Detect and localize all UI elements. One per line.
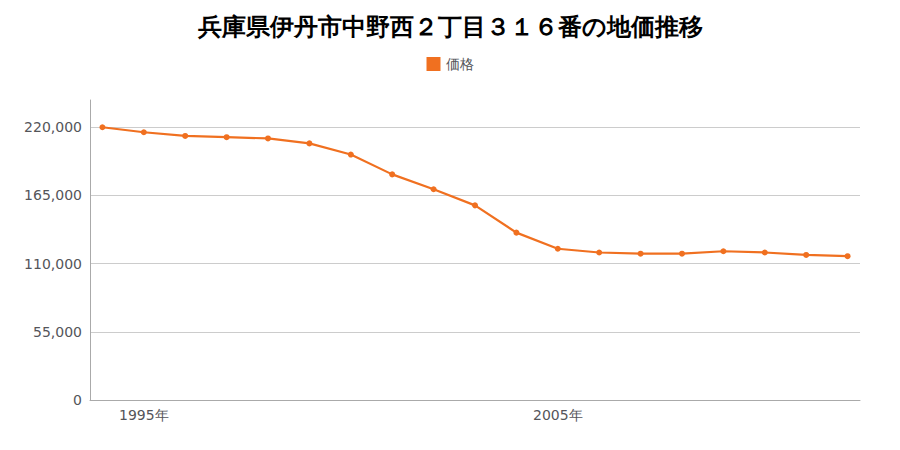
svg-text:0: 0 (73, 392, 82, 408)
svg-text:220,000: 220,000 (24, 119, 82, 135)
svg-text:1995年: 1995年 (119, 407, 169, 423)
svg-text:165,000: 165,000 (24, 187, 82, 203)
svg-text:2005年: 2005年 (533, 407, 583, 423)
svg-text:110,000: 110,000 (24, 256, 82, 272)
svg-text:55,000: 55,000 (33, 324, 82, 340)
svg-text:兵庫県伊丹市中野西２丁目３１６番の地価推移: 兵庫県伊丹市中野西２丁目３１６番の地価推移 (197, 13, 703, 41)
svg-text:価格: 価格 (446, 56, 474, 72)
